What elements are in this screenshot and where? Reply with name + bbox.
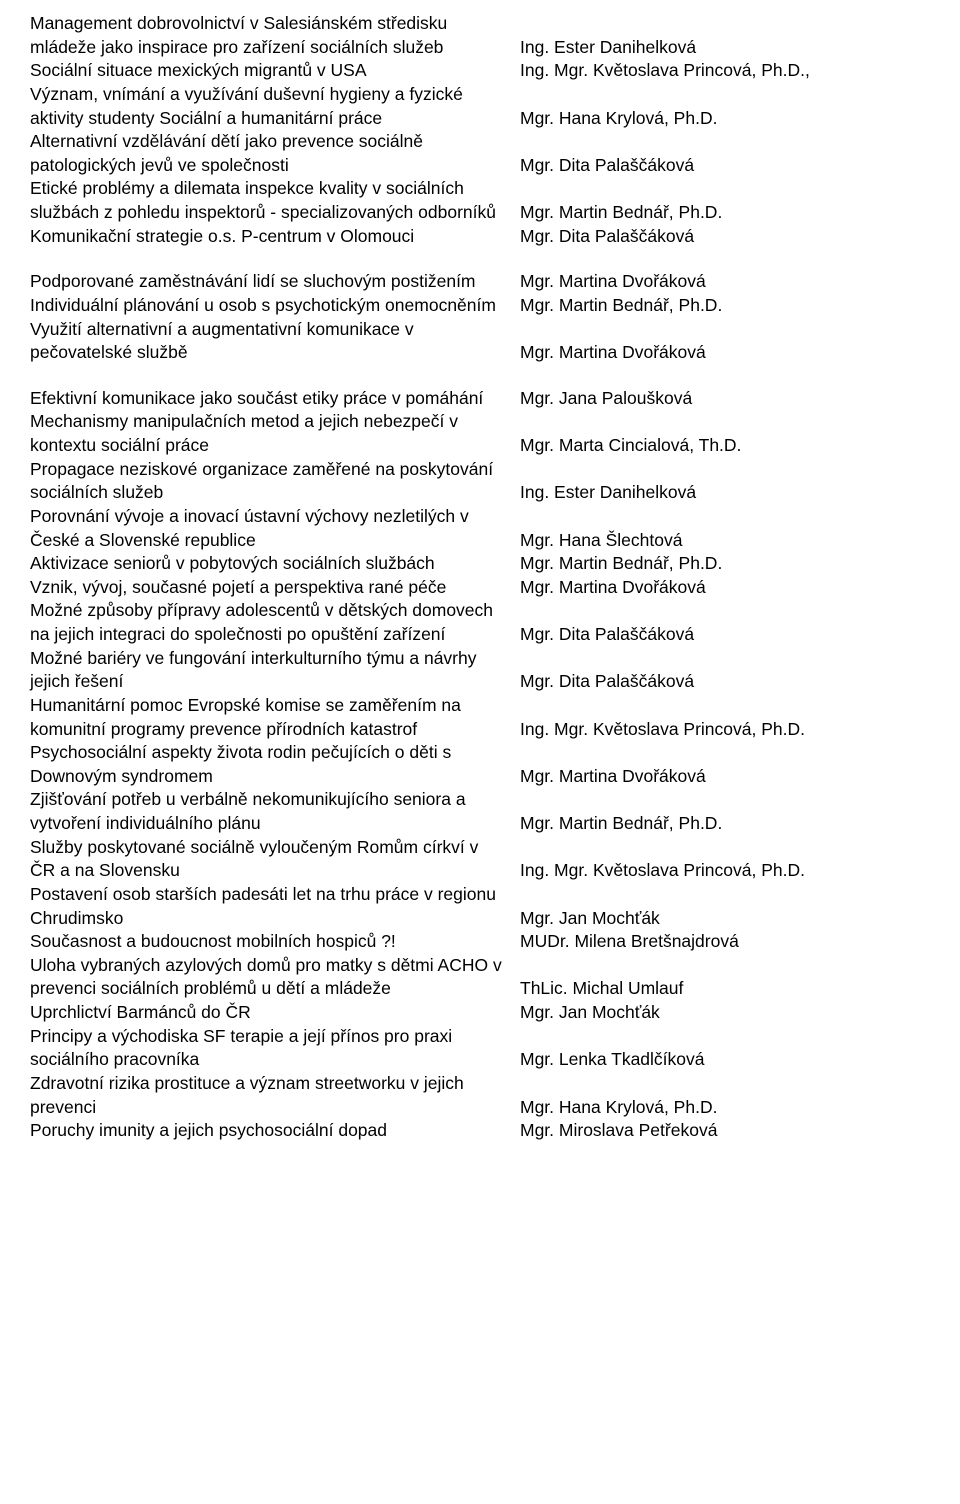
table-row: Etické problémy a dilemata inspekce kval… [30, 177, 930, 224]
table-row: Poruchy imunity a jejich psychosociální … [30, 1119, 930, 1143]
thesis-title: Mechanismy manipulačních metod a jejich … [30, 410, 520, 457]
thesis-title: Uloha vybraných azylových domů pro matky… [30, 954, 520, 1001]
supervisor-name: Mgr. Dita Palaščáková [520, 154, 930, 178]
table-row: Principy a východiska SF terapie a její … [30, 1025, 930, 1072]
thesis-title: Využití alternativní a augmentativní kom… [30, 318, 520, 365]
thesis-title: Etické problémy a dilemata inspekce kval… [30, 177, 520, 224]
supervisor-name: Mgr. Martin Bednář, Ph.D. [520, 552, 930, 576]
table-row: Porovnání vývoje a inovací ústavní výcho… [30, 505, 930, 552]
supervisor-name: Mgr. Hana Šlechtová [520, 529, 930, 553]
table-row: Komunikační strategie o.s. P-centrum v O… [30, 225, 930, 249]
table-row: Možné bariéry ve fungování interkulturní… [30, 647, 930, 694]
supervisor-name: ThLic. Michal Umlauf [520, 977, 930, 1001]
supervisor-name: Mgr. Jana Paloušková [520, 387, 930, 411]
thesis-title: Význam, vnímání a využívání duševní hygi… [30, 83, 520, 130]
thesis-title: Možné způsoby přípravy adolescentů v dět… [30, 599, 520, 646]
supervisor-name: Mgr. Dita Palaščáková [520, 225, 930, 249]
table-row: Vznik, vývoj, současné pojetí a perspekt… [30, 576, 930, 600]
supervisor-name: Mgr. Martin Bednář, Ph.D. [520, 294, 930, 318]
supervisor-name: Mgr. Dita Palaščáková [520, 623, 930, 647]
thesis-title: Současnost a budoucnost mobilních hospic… [30, 930, 520, 954]
thesis-title: Služby poskytované sociálně vyloučeným R… [30, 836, 520, 883]
supervisor-name: Mgr. Jan Mochťák [520, 907, 930, 931]
thesis-title: Principy a východiska SF terapie a její … [30, 1025, 520, 1072]
thesis-title: Porovnání vývoje a inovací ústavní výcho… [30, 505, 520, 552]
table-row: Možné způsoby přípravy adolescentů v dět… [30, 599, 930, 646]
supervisor-name: Mgr. Martina Dvořáková [520, 341, 930, 365]
supervisor-name: Mgr. Marta Cincialová, Th.D. [520, 434, 930, 458]
thesis-title: Efektivní komunikace jako součást etiky … [30, 387, 520, 411]
thesis-title: Alternativní vzdělávání dětí jako preven… [30, 130, 520, 177]
supervisor-name: Ing. Mgr. Květoslava Princová, Ph.D. [520, 718, 930, 742]
supervisor-name: Mgr. Hana Krylová, Ph.D. [520, 107, 930, 131]
thesis-title: Postavení osob starších padesáti let na … [30, 883, 520, 930]
supervisor-name: Mgr. Martin Bednář, Ph.D. [520, 201, 930, 225]
supervisor-name: MUDr. Milena Bretšnajdrová [520, 930, 930, 954]
thesis-title: Humanitární pomoc Evropské komise se zam… [30, 694, 520, 741]
supervisor-name: Ing. Ester Danihelková [520, 36, 930, 60]
supervisor-name: Ing. Mgr. Květoslava Princová, Ph.D., [520, 59, 930, 83]
thesis-title: Individuální plánování u osob s psychoti… [30, 294, 520, 318]
table-row: Humanitární pomoc Evropské komise se zam… [30, 694, 930, 741]
table-row: Postavení osob starších padesáti let na … [30, 883, 930, 930]
thesis-title: Komunikační strategie o.s. P-centrum v O… [30, 225, 520, 249]
table-row: Aktivizace seniorů v pobytových sociální… [30, 552, 930, 576]
supervisor-name: Ing. Mgr. Květoslava Princová, Ph.D. [520, 859, 930, 883]
supervisor-name: Mgr. Dita Palaščáková [520, 670, 930, 694]
thesis-title: Management dobrovolnictví v Salesiánském… [30, 12, 520, 59]
table-row: Propagace neziskové organizace zaměřené … [30, 458, 930, 505]
table-row: Význam, vnímání a využívání duševní hygi… [30, 83, 930, 130]
thesis-title: Podporované zaměstnávání lidí se sluchov… [30, 270, 520, 294]
table-row: Zjišťování potřeb u verbálně nekomunikuj… [30, 788, 930, 835]
table-row: Zdravotní rizika prostituce a význam str… [30, 1072, 930, 1119]
table-row: Využití alternativní a augmentativní kom… [30, 318, 930, 365]
table-row: Sociální situace mexických migrantů v US… [30, 59, 930, 83]
supervisor-name: Ing. Ester Danihelková [520, 481, 930, 505]
thesis-title: Uprchlictví Barmánců do ČR [30, 1001, 520, 1025]
table-row: Uprchlictví Barmánců do ČRMgr. Jan Mochť… [30, 1001, 930, 1025]
table-row: Uloha vybraných azylových domů pro matky… [30, 954, 930, 1001]
table-row: Služby poskytované sociálně vyloučeným R… [30, 836, 930, 883]
thesis-title: Zjišťování potřeb u verbálně nekomunikuj… [30, 788, 520, 835]
supervisor-name: Mgr. Martina Dvořáková [520, 576, 930, 600]
supervisor-name: Mgr. Miroslava Petřeková [520, 1119, 930, 1143]
thesis-title: Psychosociální aspekty života rodin peču… [30, 741, 520, 788]
thesis-title: Aktivizace seniorů v pobytových sociální… [30, 552, 520, 576]
table-row: Alternativní vzdělávání dětí jako preven… [30, 130, 930, 177]
supervisor-name: Mgr. Martin Bednář, Ph.D. [520, 812, 930, 836]
supervisor-name: Mgr. Hana Krylová, Ph.D. [520, 1096, 930, 1120]
supervisor-name: Mgr. Jan Mochťák [520, 1001, 930, 1025]
thesis-title: Poruchy imunity a jejich psychosociální … [30, 1119, 520, 1143]
thesis-title: Propagace neziskové organizace zaměřené … [30, 458, 520, 505]
thesis-title: Zdravotní rizika prostituce a význam str… [30, 1072, 520, 1119]
supervisor-name: Mgr. Lenka Tkadlčíková [520, 1048, 930, 1072]
table-row: Současnost a budoucnost mobilních hospic… [30, 930, 930, 954]
table-row: Mechanismy manipulačních metod a jejich … [30, 410, 930, 457]
thesis-title: Možné bariéry ve fungování interkulturní… [30, 647, 520, 694]
table-row: Individuální plánování u osob s psychoti… [30, 294, 930, 318]
thesis-title: Vznik, vývoj, současné pojetí a perspekt… [30, 576, 520, 600]
thesis-supervisor-table: Management dobrovolnictví v Salesiánském… [30, 12, 930, 1143]
supervisor-name: Mgr. Martina Dvořáková [520, 270, 930, 294]
table-row: Podporované zaměstnávání lidí se sluchov… [30, 270, 930, 294]
thesis-title: Sociální situace mexických migrantů v US… [30, 59, 520, 83]
supervisor-name: Mgr. Martina Dvořáková [520, 765, 930, 789]
table-row: Management dobrovolnictví v Salesiánském… [30, 12, 930, 59]
table-row: Efektivní komunikace jako součást etiky … [30, 387, 930, 411]
table-row: Psychosociální aspekty života rodin peču… [30, 741, 930, 788]
